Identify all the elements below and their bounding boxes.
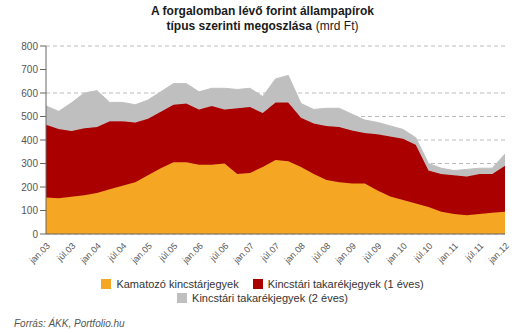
- svg-text:jan.06: jan.06: [180, 241, 205, 266]
- svg-text:jan.08: jan.08: [282, 241, 307, 266]
- html-text:A forgalomban lévő forint álla: A forgalomban lévő forint állampapírok: [151, 4, 374, 18]
- svg-text:700: 700: [21, 64, 38, 75]
- svg-text:júl.04: júl.04: [105, 241, 128, 264]
- html-text:Kincstári takarékjegyek (1 éve: Kincstári takarékjegyek (1 éves): [267, 278, 424, 290]
- svg-text:júl.06: júl.06: [207, 241, 230, 264]
- svg-text:jan.12: jan.12: [486, 241, 511, 266]
- html-text:Forrás: ÁKK, Portfolio.hu: Forrás: ÁKK, Portfolio.hu: [14, 318, 125, 329]
- svg-text:jan.10: jan.10: [384, 241, 409, 266]
- svg-text:júl.10: júl.10: [411, 241, 434, 264]
- svg-text:800: 800: [21, 41, 38, 52]
- svg-text:0: 0: [32, 229, 38, 240]
- html-text:típus szerinti megoszlása (mrd: típus szerinti megoszlása (mrd Ft): [166, 19, 359, 33]
- svg-text:jan.11: jan.11: [435, 241, 460, 266]
- svg-text:júl.09: júl.09: [360, 241, 383, 264]
- svg-text:jan.04: jan.04: [78, 241, 103, 266]
- svg-text:jan.03: jan.03: [27, 241, 52, 266]
- svg-text:júl.08: júl.08: [309, 241, 332, 264]
- svg-text:600: 600: [21, 88, 38, 99]
- svg-text:jan.05: jan.05: [129, 241, 154, 266]
- svg-text:júl.07: júl.07: [258, 241, 281, 264]
- svg-text:jan.07: jan.07: [231, 241, 256, 266]
- html-text:Kamatozó kincstárjegyek: Kamatozó kincstárjegyek: [116, 278, 239, 290]
- svg-text:500: 500: [21, 111, 38, 122]
- html-text:Kincstári takarékjegyek (2 éve: Kincstári takarékjegyek (2 éves): [192, 292, 348, 304]
- svg-text:jan.09: jan.09: [333, 241, 358, 266]
- svg-text:júl.05: júl.05: [156, 241, 179, 264]
- svg-text:300: 300: [21, 158, 38, 169]
- svg-text:júl.03: júl.03: [54, 241, 77, 264]
- svg-text:200: 200: [21, 182, 38, 193]
- svg-text:júl.11: júl.11: [463, 241, 486, 264]
- svg-text:400: 400: [21, 135, 38, 146]
- svg-text:100: 100: [21, 205, 38, 216]
